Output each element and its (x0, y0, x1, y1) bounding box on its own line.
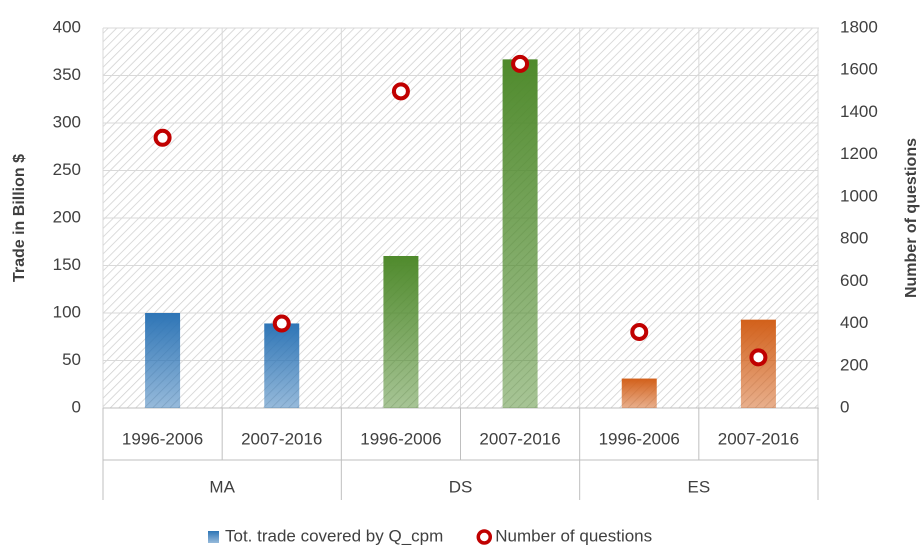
y2-tick-label: 1000 (840, 186, 878, 205)
x-tick-label: 2007-2016 (479, 429, 560, 448)
y-tick-label: 400 (53, 17, 81, 36)
legend-label: Tot. trade covered by Q_cpm (225, 526, 443, 545)
y2-tick-label: 200 (840, 355, 868, 374)
y-tick-label: 350 (53, 65, 81, 84)
y-tick-label: 200 (53, 207, 81, 226)
y2-tick-label: 1600 (840, 60, 878, 79)
y2-tick-label: 800 (840, 229, 868, 248)
bar (145, 313, 181, 408)
group-label: MA (209, 477, 235, 496)
group-label: ES (687, 477, 710, 496)
bar (621, 378, 657, 408)
y2-tick-label: 1800 (840, 17, 878, 36)
y-tick-label: 0 (72, 397, 81, 416)
legend-swatch (208, 531, 219, 543)
x-tick-label: 1996-2006 (360, 429, 441, 448)
x-tick-label: 2007-2016 (718, 429, 799, 448)
y-tick-label: 50 (62, 350, 81, 369)
bar (502, 59, 538, 408)
marker (630, 323, 649, 341)
y2-tick-label: 600 (840, 271, 868, 290)
marker (272, 314, 291, 333)
y2-tick-label: 1400 (840, 102, 878, 121)
y-tick-label: 100 (53, 302, 81, 321)
bar (383, 256, 419, 408)
y-tick-label: 250 (53, 160, 81, 179)
marker (749, 348, 768, 367)
y2-axis-title: Number of questions (903, 138, 920, 298)
bar (264, 323, 300, 408)
group-label: DS (449, 477, 473, 496)
y-tick-label: 150 (53, 255, 81, 274)
y-tick-label: 300 (53, 112, 81, 131)
x-tick-label: 1996-2006 (122, 429, 203, 448)
marker (153, 128, 172, 147)
legend-label: Number of questions (495, 526, 652, 545)
x-tick-label: 2007-2016 (241, 429, 322, 448)
legend-swatch (476, 529, 493, 545)
y2-tick-label: 0 (840, 397, 849, 416)
marker (511, 54, 530, 73)
y2-tick-label: 400 (840, 313, 868, 332)
y2-tick-label: 1200 (840, 144, 878, 163)
y-axis-title: Trade in Billion $ (11, 154, 28, 282)
marker (391, 82, 410, 101)
x-tick-label: 1996-2006 (599, 429, 680, 448)
